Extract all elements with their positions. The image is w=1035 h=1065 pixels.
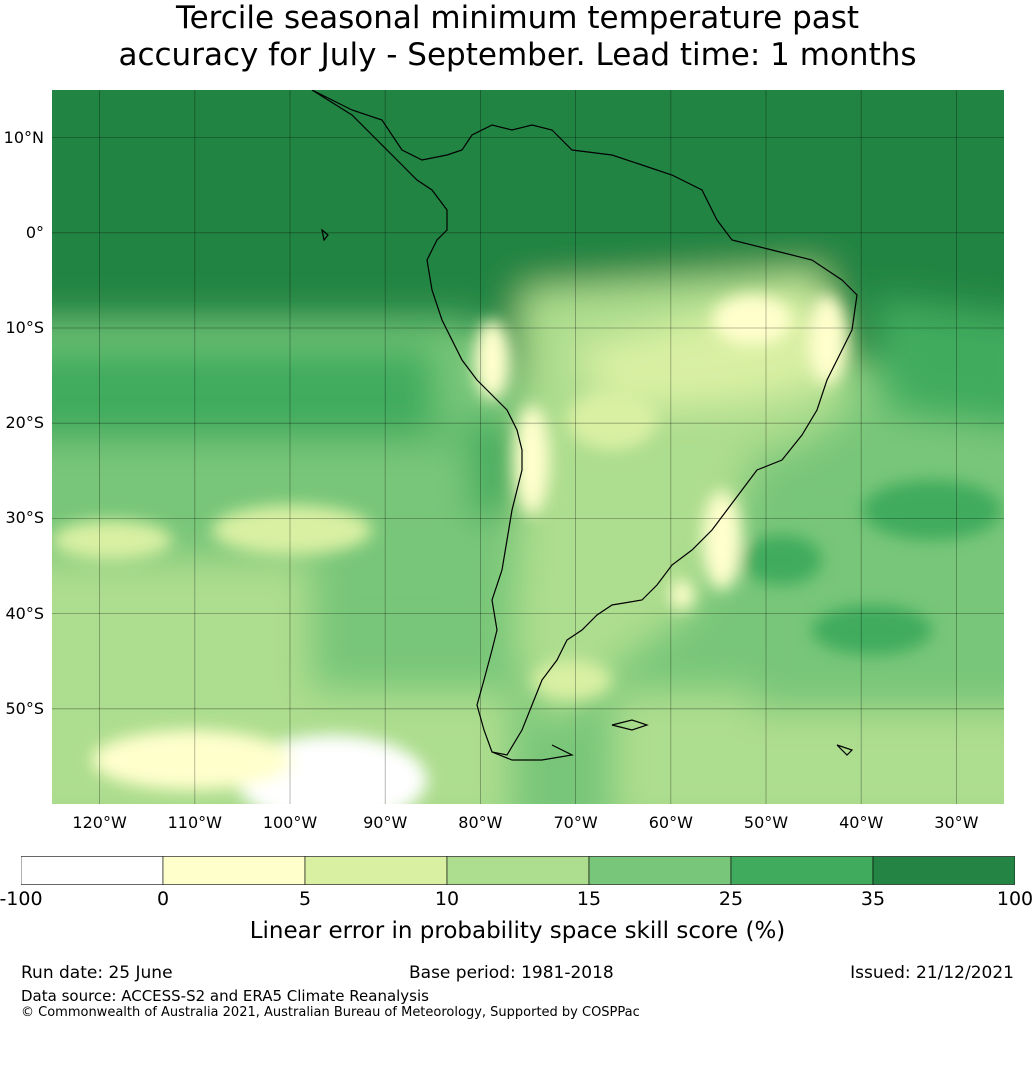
latitude-label: 0° (25, 222, 44, 242)
graticule (52, 90, 1004, 804)
colorbar-segment (872, 856, 1015, 885)
colorbar-segment (588, 856, 732, 885)
colorbar-segment (162, 856, 306, 885)
colorbar-label: Linear error in probability space skill … (249, 918, 786, 944)
map-title: Tercile seasonal minimum temperature pas… (0, 0, 1035, 74)
colorbar-segment (304, 856, 448, 885)
colorbar-tick-label: 5 (298, 888, 312, 910)
longitude-label: 60°W (648, 813, 693, 832)
issued-date: Issued: 21/12/2021 (850, 963, 1014, 983)
colorbar-tick-label: 15 (576, 888, 602, 910)
longitude-label: 100°W (262, 813, 318, 832)
copyright: © Commonwealth of Australia 2021, Austra… (21, 1005, 640, 1020)
run-date: Run date: 25 June (21, 963, 173, 983)
colorbar-segment (21, 856, 164, 885)
colorbar-segment (446, 856, 590, 885)
coastline (311, 90, 858, 761)
colorbar-tick-label: 10 (434, 888, 460, 910)
longitude-label: 50°W (743, 813, 789, 832)
colorbar-segment (730, 856, 874, 885)
colorbar-tick-label: 25 (718, 888, 744, 910)
longitude-label: 80°W (458, 813, 503, 832)
data-source: Data source: ACCESS-S2 and ERA5 Climate … (21, 987, 429, 1005)
base-period: Base period: 1981-2018 (409, 963, 614, 983)
colorbar-tick-label: 0 (156, 888, 170, 910)
colorbar (21, 856, 1015, 885)
skill-score-map (52, 90, 1004, 804)
latitude-label: 10°N (3, 127, 44, 147)
longitude-label: 120°W (72, 813, 127, 832)
longitude-label: 30°W (934, 813, 979, 832)
colorbar-tick-label: 35 (860, 888, 886, 910)
title-line-2: accuracy for July - September. Lead time… (118, 37, 917, 73)
latitude-label: 10°S (5, 318, 44, 337)
latitude-label: 20°S (5, 413, 44, 433)
title-line-1: Tercile seasonal minimum temperature pas… (175, 0, 860, 36)
latitude-label: 30°S (5, 508, 44, 528)
latitude-label: 50°S (5, 698, 44, 718)
colorbar-tick-label: -100 (0, 888, 43, 910)
longitude-label: 110°W (167, 813, 222, 832)
longitude-label: 40°W (839, 813, 884, 832)
latitude-label: 40°S (5, 603, 44, 623)
skill-field (52, 90, 1004, 804)
longitude-label: 70°W (553, 813, 598, 832)
colorbar-tick-label: 100 (996, 888, 1034, 910)
longitude-label: 90°W (363, 813, 408, 832)
